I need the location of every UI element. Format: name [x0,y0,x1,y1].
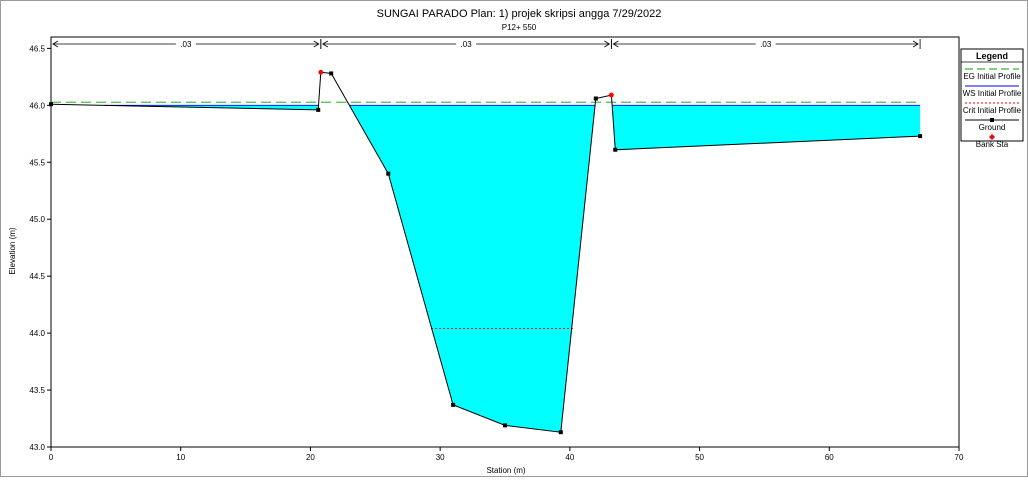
chart-subtitle: P12+ 550 [502,23,537,32]
bank-station-point [609,93,614,98]
y-tick-label: 46.5 [29,44,45,53]
x-tick-label: 60 [825,453,834,462]
x-tick-label: 10 [176,453,185,462]
legend-entry: Ground [979,123,1006,132]
y-tick-label: 43.0 [29,443,45,452]
x-tick-label: 40 [565,453,574,462]
ground-point [918,134,922,138]
x-tick-label: 20 [306,453,315,462]
x-tick-label: 0 [49,453,54,462]
legend-title: Legend [976,51,1008,61]
legend-entry: Bank Sta [976,140,1009,149]
legend-entry: EG Initial Profile [963,72,1021,81]
ground-point [613,148,617,152]
bank-station-point [318,70,323,75]
y-tick-label: 46.0 [29,101,45,110]
manning-n-label: .03 [461,40,473,49]
legend-entry: WS Initial Profile [963,89,1022,98]
y-tick-label: 45.5 [29,158,45,167]
x-tick-label: 70 [955,453,964,462]
x-tick-label: 30 [436,453,445,462]
legend-entry: Crit Initial Profile [963,106,1022,115]
ground-point [329,71,333,75]
ground-point [316,108,320,112]
legend: Legend EG Initial Profile WS Initial Profi… [961,49,1023,149]
ground-point [451,403,455,407]
ground-point [594,97,598,101]
y-tick-label: 43.5 [29,386,45,395]
manning-n-label: .03 [760,40,772,49]
ground-point [386,172,390,176]
y-tick-label: 44.0 [29,329,45,338]
x-tick-label: 50 [695,453,704,462]
x-axis-label: Station (m) [486,466,525,475]
ground-point [503,423,507,427]
manning-n-label: .03 [180,40,192,49]
y-tick-label: 44.5 [29,272,45,281]
y-axis-label: Elevation (m) [8,227,17,274]
legend-square-symbol [990,118,994,122]
ground-point [559,430,563,434]
plot-area: 43.0 43.5 44.0 44.5 45.0 45.5 46.0 46.5 0 10 20 30 4… [29,37,964,462]
y-tick-label: 45.0 [29,215,45,224]
chart-title: SUNGAI PARADO Plan: 1) projek skripsi an… [377,8,662,20]
ground-point [49,102,53,106]
